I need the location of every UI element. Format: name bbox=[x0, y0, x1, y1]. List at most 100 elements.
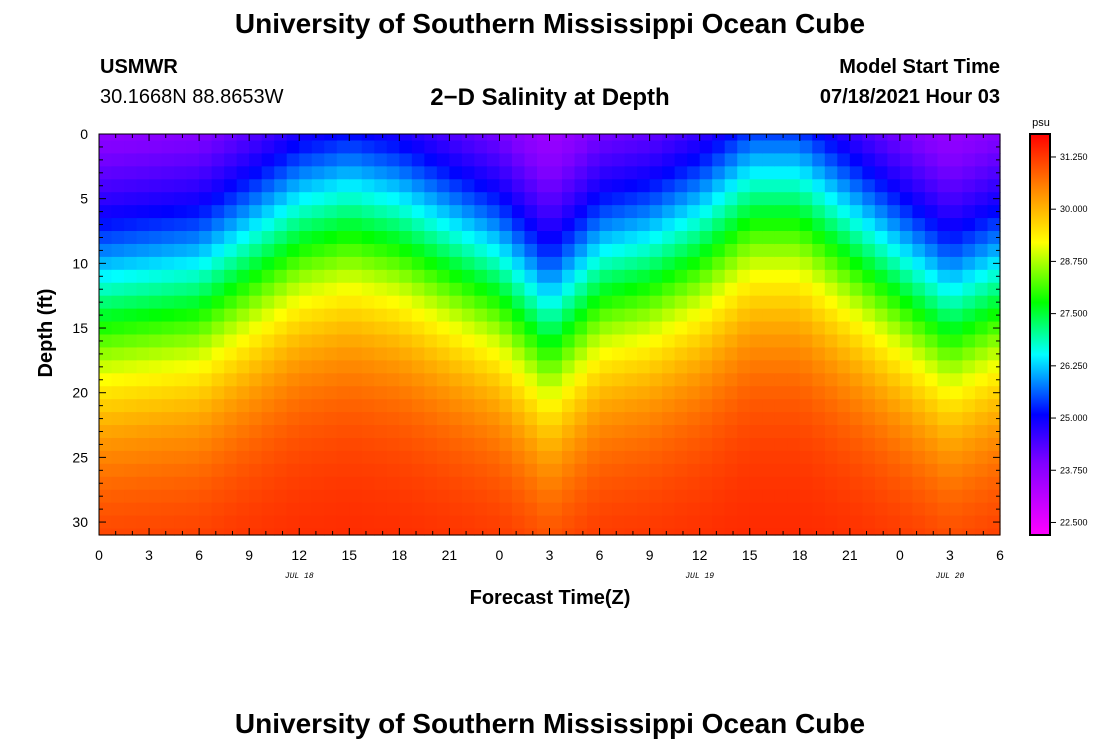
heatmap-cell bbox=[449, 425, 463, 439]
heatmap-cell bbox=[849, 425, 863, 439]
heatmap-cell bbox=[587, 166, 601, 180]
x-tick-label: 18 bbox=[392, 547, 408, 563]
heatmap-cell bbox=[774, 134, 788, 142]
heatmap-cell bbox=[987, 205, 1001, 219]
heatmap-cell bbox=[787, 166, 801, 180]
heatmap-cell bbox=[449, 153, 463, 167]
x-tick-label: 0 bbox=[95, 547, 103, 563]
heatmap-cell bbox=[612, 269, 626, 284]
heatmap-cell bbox=[424, 347, 438, 361]
heatmap-cell bbox=[562, 502, 576, 517]
heatmap-cell bbox=[699, 282, 713, 297]
heatmap-cell bbox=[937, 205, 951, 219]
heatmap-cell bbox=[261, 231, 275, 245]
heatmap-cell bbox=[286, 373, 300, 387]
heatmap-cell bbox=[974, 231, 989, 245]
heatmap-cell bbox=[662, 321, 676, 336]
x-tick-label: 3 bbox=[145, 547, 153, 563]
heatmap-cell bbox=[274, 205, 288, 219]
heatmap-cell bbox=[912, 295, 926, 310]
heatmap-cell bbox=[899, 153, 913, 167]
heatmap-cell bbox=[149, 134, 163, 142]
station-id: USMWR bbox=[100, 56, 178, 78]
heatmap-cell bbox=[336, 140, 350, 155]
heatmap-cell bbox=[974, 334, 989, 349]
heatmap-cell bbox=[424, 399, 438, 413]
heatmap-cell bbox=[349, 515, 363, 530]
heatmap-cell bbox=[511, 399, 526, 413]
heatmap-cell bbox=[574, 256, 588, 271]
heatmap-cell bbox=[99, 347, 113, 361]
heatmap-cell bbox=[449, 360, 463, 374]
heatmap-cell bbox=[687, 218, 701, 232]
heatmap-cell bbox=[749, 256, 763, 271]
heatmap-cell bbox=[411, 373, 425, 387]
heatmap-cell bbox=[199, 134, 213, 142]
heatmap-cell bbox=[261, 140, 275, 155]
heatmap-cell bbox=[849, 321, 863, 336]
heatmap-cell bbox=[336, 437, 350, 452]
heatmap-cell bbox=[849, 373, 863, 387]
heatmap-cell bbox=[286, 489, 300, 504]
heatmap-cell bbox=[762, 153, 776, 167]
heatmap-cell bbox=[411, 515, 425, 530]
heatmap-cell bbox=[511, 243, 526, 258]
heatmap-cell bbox=[99, 360, 113, 374]
heatmap-cell bbox=[224, 425, 238, 439]
heatmap-cell bbox=[824, 153, 838, 167]
heatmap-cell bbox=[987, 140, 1001, 155]
heatmap-cell bbox=[99, 437, 113, 452]
heatmap-cell bbox=[649, 321, 663, 336]
heatmap-cell bbox=[286, 205, 300, 219]
heatmap-cell bbox=[549, 373, 563, 387]
heatmap-cell bbox=[261, 425, 275, 439]
heatmap-cell bbox=[236, 476, 250, 491]
heatmap-cell bbox=[587, 308, 601, 323]
heatmap-cell bbox=[124, 360, 138, 374]
heatmap-cell bbox=[399, 476, 413, 491]
colorbar-ramp bbox=[1029, 133, 1051, 536]
heatmap-cell bbox=[349, 450, 363, 465]
heatmap-cell bbox=[324, 179, 338, 193]
heatmap-cell bbox=[887, 360, 901, 374]
heatmap-cell bbox=[474, 205, 488, 219]
heatmap-cell bbox=[449, 321, 463, 336]
heatmap-cell bbox=[424, 205, 438, 219]
heatmap-cell bbox=[562, 134, 576, 142]
heatmap-cell bbox=[612, 437, 626, 452]
heatmap-cell bbox=[724, 412, 738, 426]
heatmap-cell bbox=[536, 269, 551, 284]
heatmap-cell bbox=[524, 205, 538, 219]
heatmap-cell bbox=[549, 360, 563, 374]
heatmap-cell bbox=[599, 360, 613, 374]
heatmap-cell bbox=[812, 166, 826, 180]
heatmap-cell bbox=[687, 360, 701, 374]
heatmap-cell bbox=[562, 450, 576, 465]
heatmap-cell bbox=[974, 256, 989, 271]
heatmap-cell bbox=[536, 437, 551, 452]
heatmap-cell bbox=[949, 528, 964, 536]
heatmap-cell bbox=[474, 231, 488, 245]
heatmap-cell bbox=[762, 360, 776, 374]
heatmap-cell bbox=[787, 515, 801, 530]
heatmap-cell bbox=[849, 412, 863, 426]
heatmap-cell bbox=[274, 386, 288, 400]
heatmap-cell bbox=[349, 502, 363, 517]
heatmap-cell bbox=[536, 295, 551, 310]
heatmap-cell bbox=[699, 515, 713, 530]
heatmap-cell bbox=[224, 153, 238, 167]
heatmap-cell bbox=[599, 502, 613, 517]
heatmap-cell bbox=[249, 140, 263, 155]
heatmap-cell bbox=[374, 412, 388, 426]
heatmap-cell bbox=[574, 269, 588, 284]
heatmap-cell bbox=[687, 269, 701, 284]
heatmap-cell bbox=[987, 425, 1001, 439]
heatmap-cell bbox=[549, 205, 563, 219]
heatmap-cell bbox=[411, 437, 425, 452]
heatmap-cell bbox=[411, 450, 425, 465]
heatmap-cell bbox=[937, 243, 951, 258]
heatmap-cell bbox=[524, 179, 538, 193]
heatmap-cell bbox=[324, 360, 338, 374]
heatmap-cell bbox=[211, 153, 225, 167]
heatmap-cell bbox=[587, 192, 601, 206]
